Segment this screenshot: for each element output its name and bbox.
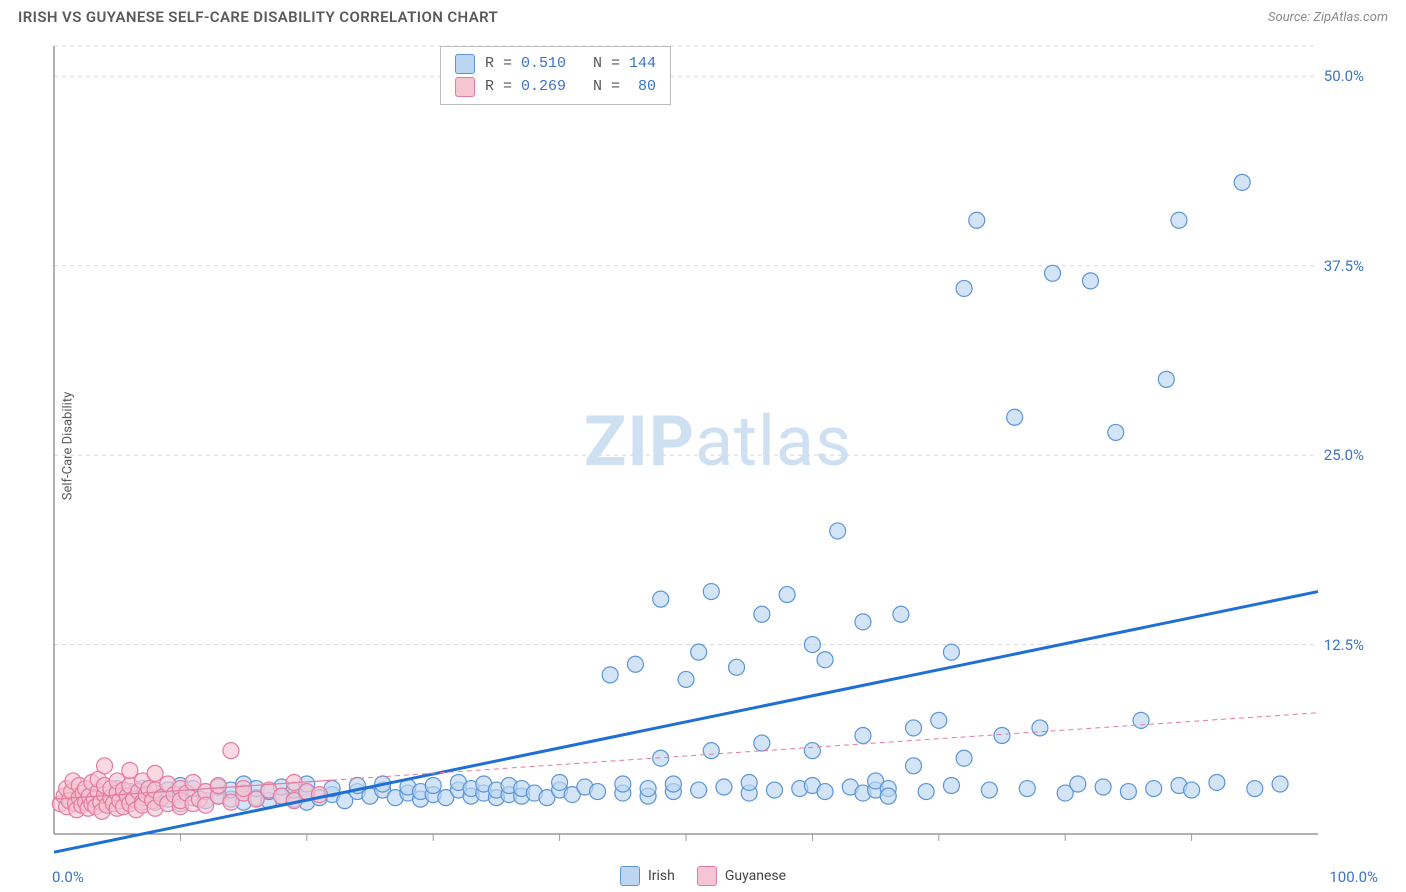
- legend-label-irish: Irish: [648, 868, 675, 884]
- legend-item-irish: Irish: [620, 866, 675, 886]
- y-tick-label: 37.5%: [1324, 257, 1364, 275]
- source-attribution: Source: ZipAtlas.com: [1268, 10, 1388, 25]
- stats-row-guyanese: R = 0.269 N = 80: [455, 76, 656, 99]
- y-tick-label: 50.0%: [1324, 67, 1364, 85]
- legend: Irish Guyanese: [0, 866, 1406, 886]
- swatch-guyanese: [455, 77, 475, 97]
- y-tick-label: 25.0%: [1324, 446, 1364, 464]
- plot-area: ZIPatlas 12.5%25.0%37.5%50.0%: [48, 38, 1388, 854]
- legend-item-guyanese: Guyanese: [697, 866, 786, 886]
- y-tick-label: 12.5%: [1324, 636, 1364, 654]
- swatch-irish: [455, 54, 475, 74]
- correlation-stats-box: R = 0.510 N = 144R = 0.269 N = 80: [440, 46, 671, 105]
- scatter-chart-svg: [48, 38, 1388, 854]
- chart-title: IRISH VS GUYANESE SELF-CARE DISABILITY C…: [18, 8, 498, 26]
- legend-swatch-irish: [620, 866, 640, 886]
- legend-swatch-guyanese: [697, 866, 717, 886]
- legend-label-guyanese: Guyanese: [725, 868, 786, 884]
- stats-row-irish: R = 0.510 N = 144: [455, 53, 656, 76]
